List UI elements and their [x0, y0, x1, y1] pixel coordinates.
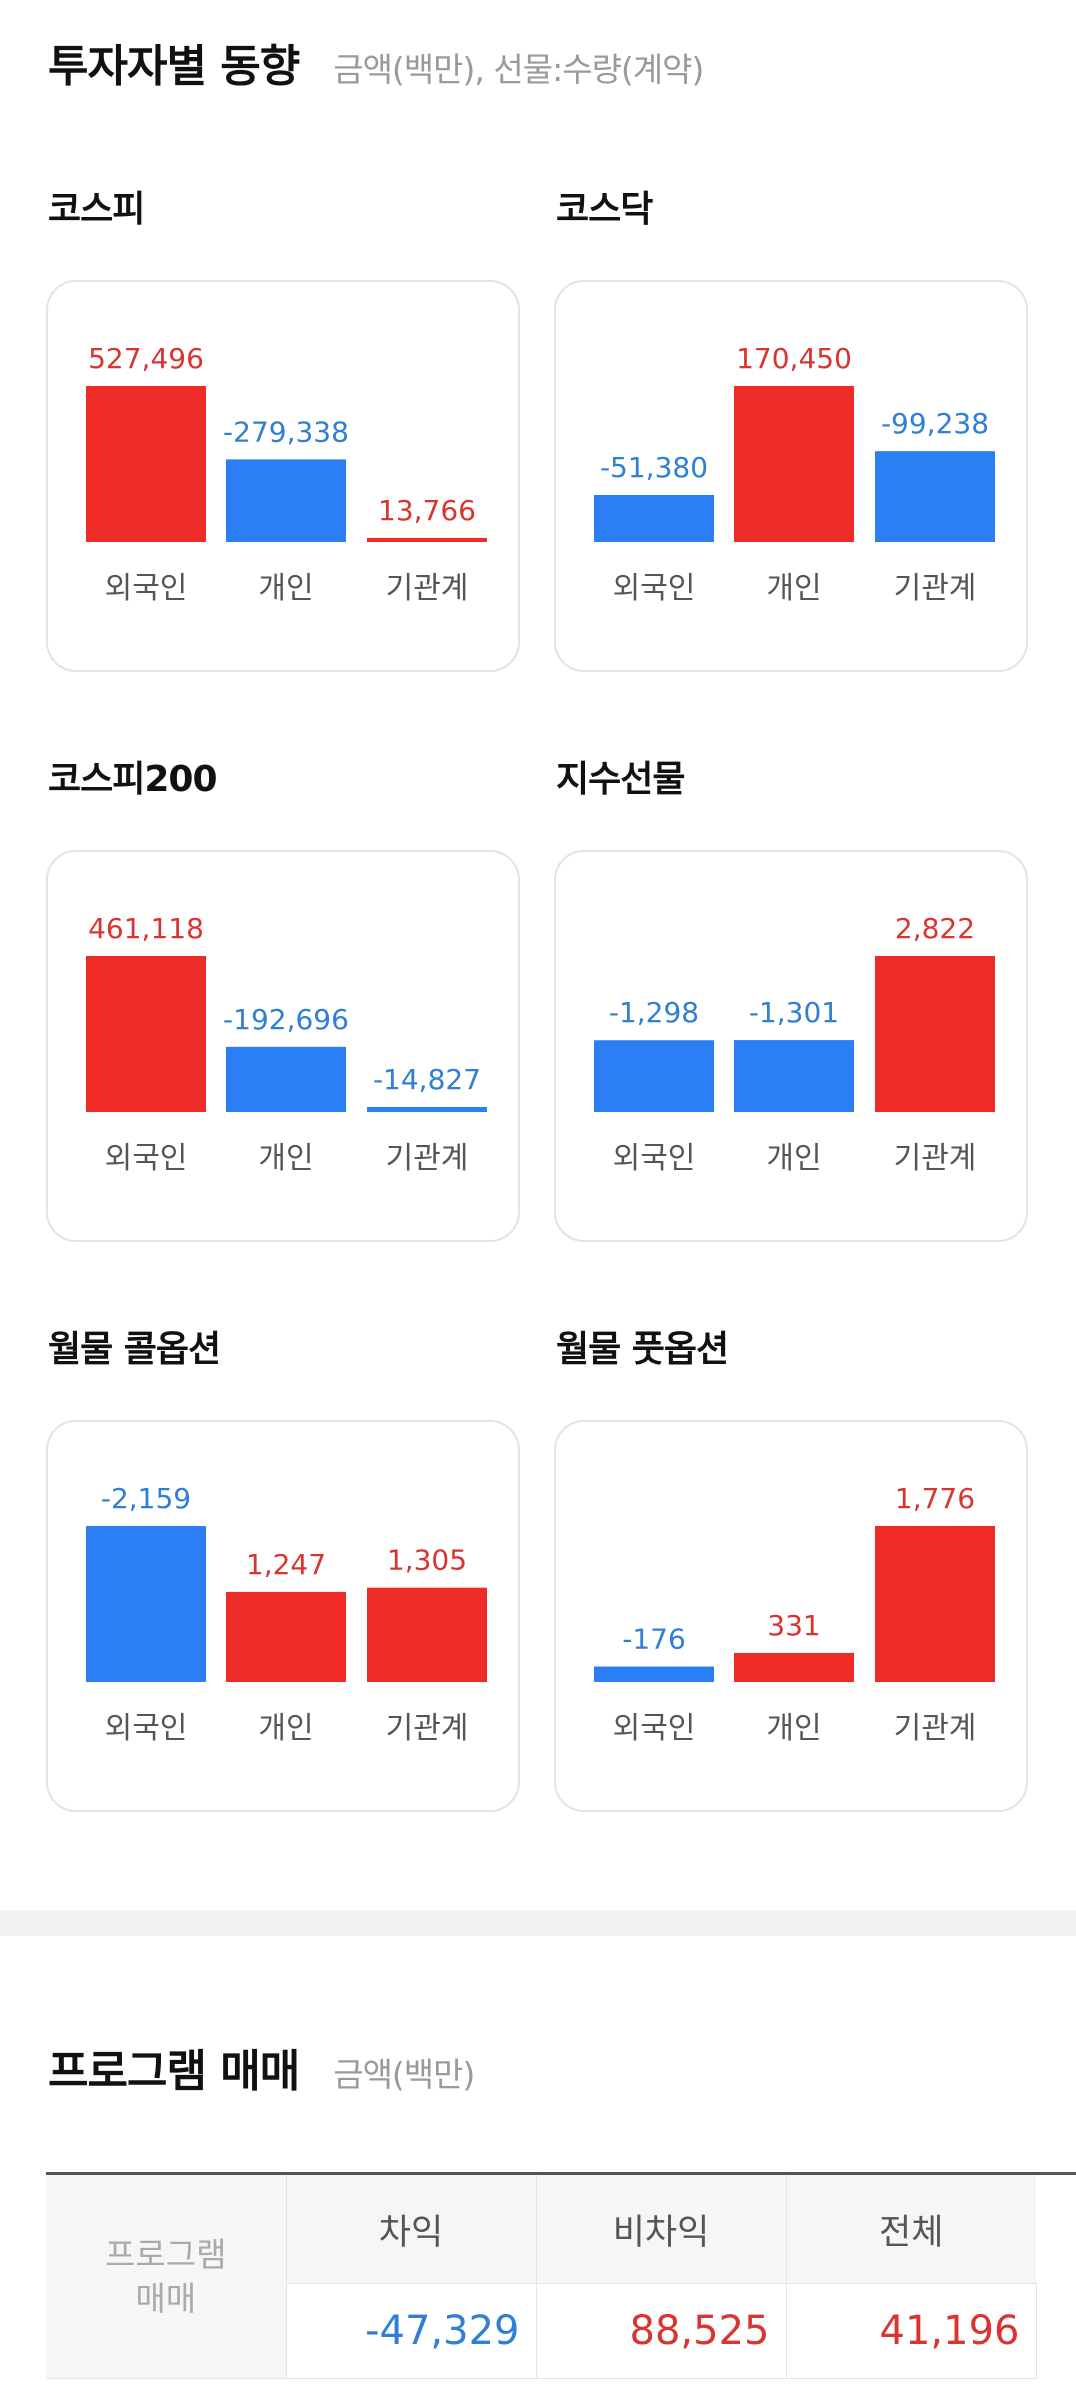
data-label-1: 1,247	[246, 1548, 326, 1581]
kosdaq-bar-chart: -51,380 외국인 170,450 개인 -99,238 기관계	[594, 342, 995, 606]
bar-0	[86, 1526, 206, 1682]
table-row: 프로그램 매매 차익 비차익 전체	[46, 2173, 1076, 2379]
value-arbitrage: -47,329	[285, 2283, 536, 2379]
program-section-header: 프로그램 매매 금액(백만)	[48, 2035, 475, 2099]
data-label-2: 1,305	[387, 1544, 467, 1577]
category-label-0: 외국인	[613, 571, 696, 606]
category-label-1: 개인	[766, 1711, 821, 1746]
bar-0	[86, 956, 206, 1112]
index-futures-bar-chart: -1,298 외국인 -1,301 개인 2,822 기관계	[594, 912, 995, 1176]
category-label-1: 개인	[258, 571, 313, 606]
data-label-2: 13,766	[378, 494, 476, 527]
bar-1	[226, 1591, 346, 1682]
table-row: -47,329 88,525 41,196	[46, 2283, 1076, 2379]
data-label-1: 331	[767, 1609, 820, 1642]
category-label-2: 기관계	[894, 1141, 977, 1176]
category-label-2: 기관계	[386, 1711, 469, 1746]
bar-0	[86, 386, 206, 542]
bar-2	[875, 451, 995, 542]
chart-card-index-futures: -1,298 외국인 -1,301 개인 2,822 기관계	[554, 850, 1028, 1242]
data-label-1: -1,301	[749, 996, 839, 1029]
bar-2	[367, 537, 487, 542]
data-label-0: 527,496	[88, 342, 204, 375]
data-label-2: -99,238	[881, 407, 989, 440]
data-label-2: 2,822	[895, 912, 975, 945]
category-label-0: 외국인	[613, 1711, 696, 1746]
category-label-1: 개인	[258, 1141, 313, 1176]
chart-title-index-futures: 지수선물	[556, 759, 685, 800]
category-label-2: 기관계	[386, 1141, 469, 1176]
category-label-0: 외국인	[105, 1711, 188, 1746]
data-label-0: -2,159	[101, 1482, 191, 1515]
chart-card-call-options: -2,159 외국인 1,247 개인 1,305 기관계	[46, 1420, 520, 1812]
data-label-0: -176	[622, 1623, 686, 1656]
data-label-0: 461,118	[88, 912, 204, 945]
category-label-0: 외국인	[105, 1141, 188, 1176]
row-header-line2: 매매	[135, 2278, 197, 2318]
bar-1	[734, 1040, 854, 1112]
row-header-line1: 프로그램	[105, 2234, 227, 2274]
chart-title-put-options: 월물 풋옵션	[556, 1329, 729, 1370]
section-divider	[0, 1910, 1076, 1936]
chart-card-kospi200: 461,118 외국인 -192,696 개인 -14,827 기관계	[46, 850, 520, 1242]
category-label-0: 외국인	[613, 1141, 696, 1176]
category-label-2: 기관계	[894, 1711, 977, 1746]
chart-title-kospi: 코스피	[48, 189, 145, 230]
call-options-bar-chart: -2,159 외국인 1,247 개인 1,305 기관계	[86, 1482, 487, 1746]
bar-2	[367, 1106, 487, 1112]
column-header-non-arbitrage: 비차익	[535, 2173, 786, 2284]
bar-1	[226, 459, 346, 542]
bar-0	[594, 1666, 714, 1682]
bar-2	[875, 956, 995, 1112]
data-label-1: -279,338	[223, 415, 349, 448]
chart-card-kosdaq: -51,380 외국인 170,450 개인 -99,238 기관계	[554, 280, 1028, 672]
kospi200-bar-chart: 461,118 외국인 -192,696 개인 -14,827 기관계	[86, 912, 487, 1176]
value-total: 41,196	[785, 2283, 1036, 2379]
data-label-2: -14,827	[373, 1063, 481, 1096]
chart-card-put-options: -176 외국인 331 개인 1,776 기관계	[554, 1420, 1028, 1812]
data-label-1: 170,450	[736, 342, 852, 375]
bar-0	[594, 494, 714, 542]
bar-2	[367, 1587, 487, 1682]
table-overflow-cell	[1035, 2283, 1076, 2379]
chart-card-kospi: 527,496 외국인 -279,338 개인 13,766 기관계	[46, 280, 520, 672]
bar-1	[734, 386, 854, 542]
data-label-2: 1,776	[895, 1482, 975, 1515]
bar-1	[734, 1652, 854, 1682]
value-non-arbitrage: 88,525	[535, 2283, 786, 2379]
category-label-2: 기관계	[386, 571, 469, 606]
bar-0	[594, 1040, 714, 1112]
put-options-bar-chart: -176 외국인 331 개인 1,776 기관계	[594, 1482, 995, 1746]
investor-section-unit: 금액(백만), 선물:수량(계약)	[333, 50, 704, 89]
investor-section-title: 투자자별 동향	[48, 41, 300, 92]
category-label-1: 개인	[766, 571, 821, 606]
program-trading-table: 프로그램 매매 차익 비차익 전체 -47,329 88,525 41,196	[46, 2172, 1076, 2379]
investor-section-header: 투자자별 동향 금액(백만), 선물:수량(계약)	[48, 30, 704, 94]
data-label-1: -192,696	[223, 1003, 349, 1036]
program-section-unit: 금액(백만)	[333, 2055, 475, 2094]
chart-title-call-options: 월물 콜옵션	[48, 1329, 221, 1370]
program-section-title: 프로그램 매매	[48, 2046, 300, 2097]
kospi-bar-chart: 527,496 외국인 -279,338 개인 13,766 기관계	[86, 342, 487, 606]
row-header: 프로그램 매매	[46, 2173, 286, 2379]
chart-title-kosdaq: 코스닥	[556, 189, 653, 230]
column-header-arbitrage: 차익	[285, 2173, 536, 2284]
bar-1	[226, 1046, 346, 1112]
table-overflow-header	[1036, 2173, 1076, 2284]
category-label-1: 개인	[258, 1711, 313, 1746]
category-label-0: 외국인	[105, 571, 188, 606]
chart-title-kospi200: 코스피200	[48, 759, 218, 800]
category-label-1: 개인	[766, 1141, 821, 1176]
column-header-total: 전체	[785, 2173, 1036, 2284]
data-label-0: -1,298	[609, 996, 699, 1029]
data-label-0: -51,380	[600, 451, 708, 484]
bar-2	[875, 1526, 995, 1682]
category-label-2: 기관계	[894, 571, 977, 606]
